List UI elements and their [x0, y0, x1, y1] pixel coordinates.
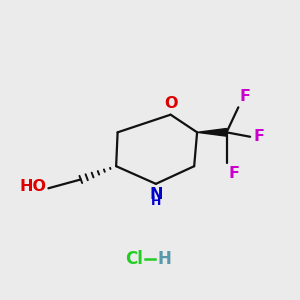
Text: HO: HO [19, 179, 46, 194]
Text: F: F [254, 129, 265, 144]
Text: F: F [240, 89, 251, 104]
Text: H: H [151, 195, 161, 208]
Text: N: N [149, 187, 163, 202]
Polygon shape [197, 128, 226, 136]
Text: H: H [158, 250, 171, 268]
Text: O: O [164, 96, 177, 111]
Text: F: F [228, 166, 239, 181]
Text: Cl: Cl [125, 250, 142, 268]
